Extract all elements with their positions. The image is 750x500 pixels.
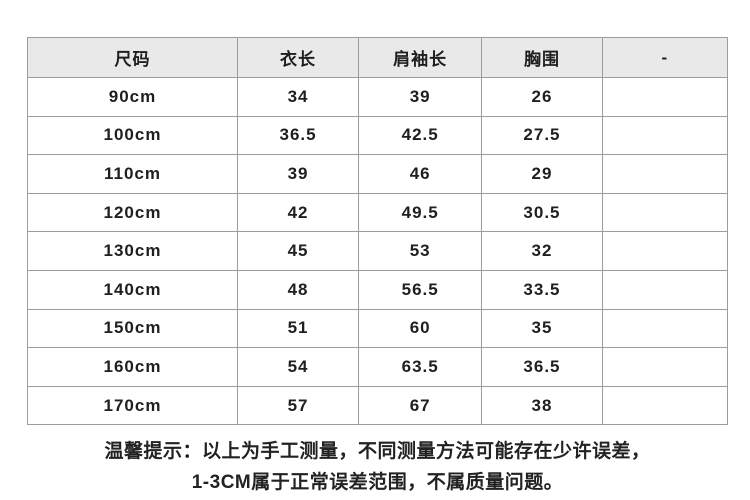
value-cell: 54 xyxy=(236,347,360,387)
value-cell: 57 xyxy=(236,385,360,426)
value-cell: 53 xyxy=(358,231,483,271)
measurement-notice: 温馨提示：以上为手工测量，不同测量方法可能存在少许误差， 1-3CM属于正常误差… xyxy=(27,436,728,498)
value-cell: 34 xyxy=(236,77,360,117)
size-cell: 170cm xyxy=(27,385,238,426)
value-cell: 33.5 xyxy=(481,269,603,310)
empty-cell xyxy=(601,192,729,233)
empty-cell xyxy=(601,308,729,349)
value-cell: 39 xyxy=(358,77,483,117)
size-cell: 90cm xyxy=(27,77,238,117)
column-header-size: 尺码 xyxy=(27,37,238,78)
empty-cell xyxy=(601,115,729,156)
size-cell: 160cm xyxy=(27,347,238,387)
size-cell: 150cm xyxy=(27,308,238,349)
value-cell: 51 xyxy=(236,308,360,349)
table-row: 120cm 42 49.5 30.5 xyxy=(27,192,729,233)
column-header-chest: 胸围 xyxy=(481,37,603,78)
empty-cell xyxy=(601,231,729,271)
notice-line-1: 温馨提示：以上为手工测量，不同测量方法可能存在少许误差， xyxy=(104,441,651,463)
size-cell: 130cm xyxy=(27,231,238,271)
value-cell: 42 xyxy=(236,192,360,233)
size-cell: 120cm xyxy=(27,192,238,233)
value-cell: 35 xyxy=(481,308,603,349)
value-cell: 45 xyxy=(236,231,360,271)
column-header-extra: - xyxy=(601,37,729,78)
size-chart-table: 尺码 衣长 肩袖长 胸围 - 90cm 34 39 26 100cm 36.5 … xyxy=(27,37,729,426)
empty-cell xyxy=(601,385,729,426)
size-chart-section: 尺码 衣长 肩袖长 胸围 - 90cm 34 39 26 100cm 36.5 … xyxy=(27,37,729,498)
empty-cell xyxy=(601,347,729,387)
table-row: 140cm 48 56.5 33.5 xyxy=(27,269,729,310)
empty-cell xyxy=(601,269,729,310)
table-row: 130cm 45 53 32 xyxy=(27,231,729,271)
value-cell: 36.5 xyxy=(236,115,360,156)
value-cell: 67 xyxy=(358,385,483,426)
table-row: 100cm 36.5 42.5 27.5 xyxy=(27,115,729,156)
value-cell: 48 xyxy=(236,269,360,310)
table-row: 90cm 34 39 26 xyxy=(27,77,729,117)
value-cell: 60 xyxy=(358,308,483,349)
size-cell: 110cm xyxy=(27,154,238,194)
value-cell: 49.5 xyxy=(358,192,483,233)
column-header-shoulder-sleeve: 肩袖长 xyxy=(358,37,483,78)
value-cell: 30.5 xyxy=(481,192,603,233)
size-cell: 100cm xyxy=(27,115,238,156)
value-cell: 36.5 xyxy=(481,347,603,387)
empty-cell xyxy=(601,77,729,117)
table-row: 160cm 54 63.5 36.5 xyxy=(27,347,729,387)
value-cell: 29 xyxy=(481,154,603,194)
size-cell: 140cm xyxy=(27,269,238,310)
header-row: 尺码 衣长 肩袖长 胸围 - xyxy=(27,37,729,78)
value-cell: 26 xyxy=(481,77,603,117)
value-cell: 56.5 xyxy=(358,269,483,310)
table-row: 110cm 39 46 29 xyxy=(27,154,729,194)
value-cell: 46 xyxy=(358,154,483,194)
value-cell: 39 xyxy=(236,154,360,194)
table-row: 170cm 57 67 38 xyxy=(27,385,729,426)
table-row: 150cm 51 60 35 xyxy=(27,308,729,349)
value-cell: 32 xyxy=(481,231,603,271)
value-cell: 38 xyxy=(481,385,603,426)
value-cell: 42.5 xyxy=(358,115,483,156)
notice-line-2: 1-3CM属于正常误差范围，不属质量问题。 xyxy=(191,472,564,494)
value-cell: 63.5 xyxy=(358,347,483,387)
column-header-garment-length: 衣长 xyxy=(236,37,360,78)
value-cell: 27.5 xyxy=(481,115,603,156)
empty-cell xyxy=(601,154,729,194)
